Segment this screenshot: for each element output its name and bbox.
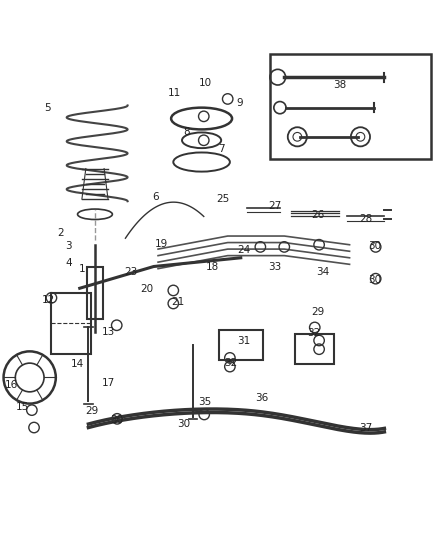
Text: 3: 3: [66, 240, 72, 251]
Text: 30: 30: [110, 415, 123, 425]
Bar: [219, 329, 262, 360]
Text: 25: 25: [216, 194, 229, 204]
Text: 21: 21: [171, 297, 184, 307]
Text: 17: 17: [101, 378, 115, 388]
Text: 28: 28: [360, 214, 373, 224]
Text: 30: 30: [368, 240, 381, 251]
Text: 38: 38: [333, 79, 346, 90]
Text: 27: 27: [268, 201, 281, 212]
Text: 14: 14: [71, 359, 84, 369]
Text: 20: 20: [141, 284, 154, 294]
Text: 4: 4: [66, 258, 72, 268]
Text: 16: 16: [4, 380, 18, 390]
Text: 35: 35: [198, 397, 212, 407]
Text: 29: 29: [85, 406, 99, 416]
Text: 37: 37: [360, 423, 373, 433]
Text: 7: 7: [218, 144, 225, 154]
Text: 12: 12: [42, 295, 55, 305]
Text: 6: 6: [152, 192, 159, 202]
Text: 32: 32: [307, 328, 321, 337]
Text: 26: 26: [311, 210, 325, 220]
Text: 15: 15: [16, 402, 29, 411]
Bar: [87, 266, 102, 319]
Text: 29: 29: [311, 307, 325, 317]
Text: 30: 30: [177, 419, 190, 429]
Text: 34: 34: [316, 266, 329, 277]
Text: 33: 33: [268, 262, 281, 272]
Text: 11: 11: [168, 88, 181, 98]
Text: 2: 2: [57, 228, 64, 238]
Text: 10: 10: [198, 78, 212, 88]
Text: 31: 31: [238, 336, 251, 346]
Text: 23: 23: [124, 266, 138, 277]
Text: 32: 32: [225, 358, 238, 368]
Text: 5: 5: [44, 103, 50, 112]
Text: 19: 19: [155, 239, 168, 249]
Text: 9: 9: [237, 98, 243, 108]
Text: 24: 24: [238, 245, 251, 255]
Text: 30: 30: [368, 276, 381, 286]
Text: 36: 36: [255, 393, 268, 403]
Bar: [295, 334, 334, 365]
Text: 18: 18: [206, 262, 219, 272]
Bar: [270, 54, 431, 158]
Text: 8: 8: [183, 126, 190, 136]
Text: 13: 13: [101, 327, 115, 337]
Bar: [51, 293, 91, 353]
Text: 1: 1: [78, 264, 85, 273]
